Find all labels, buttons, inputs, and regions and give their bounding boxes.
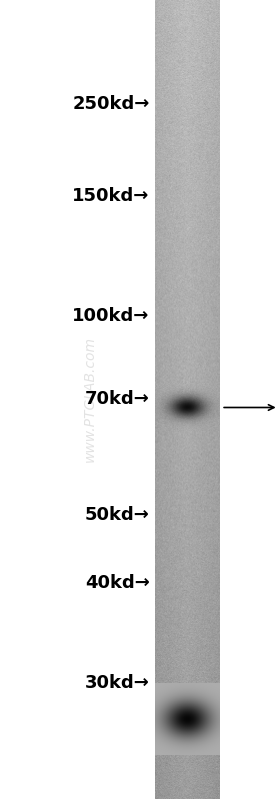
- Text: 250kd→: 250kd→: [73, 95, 150, 113]
- Text: 50kd→: 50kd→: [85, 507, 150, 524]
- Text: www.PTGLAB.com: www.PTGLAB.com: [83, 336, 97, 463]
- Text: 100kd→: 100kd→: [73, 307, 150, 324]
- Text: 150kd→: 150kd→: [73, 187, 150, 205]
- Text: 30kd→: 30kd→: [85, 674, 150, 692]
- Text: 40kd→: 40kd→: [85, 574, 150, 592]
- Text: 70kd→: 70kd→: [85, 391, 150, 408]
